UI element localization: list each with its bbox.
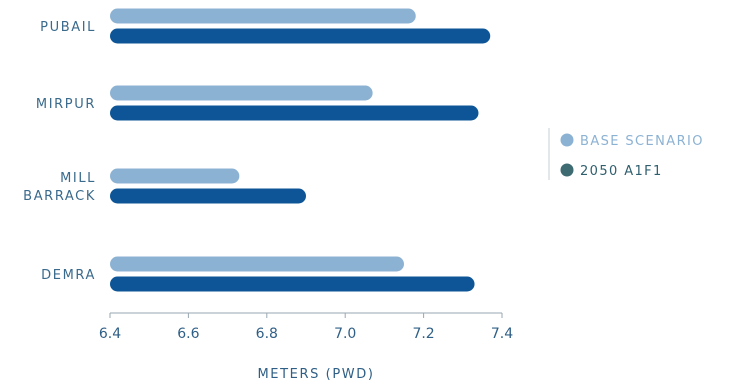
category-label: DEMRA <box>41 268 96 283</box>
legend-label-1: 2050 A1F1 <box>580 164 663 179</box>
legend-marker-1 <box>560 163 574 177</box>
x-axis-title: METERS (PWD) <box>257 367 374 382</box>
bar-0-1 <box>110 85 373 101</box>
x-axis-ticks: 6.4 6.6 6.8 7.0 7.2 7.4 <box>99 313 513 342</box>
category-label: BARRACK <box>23 189 96 204</box>
x-tick-label: 7.4 <box>491 326 513 342</box>
x-tick-label: 6.4 <box>99 326 121 342</box>
bar-0-3 <box>110 256 404 272</box>
category-label: MIRPUR <box>36 97 96 112</box>
bars-layer <box>110 8 491 292</box>
bar-1-0 <box>110 28 491 44</box>
category-label: PUBAIL <box>40 20 96 35</box>
bar-1-3 <box>110 276 475 292</box>
bar-1-1 <box>110 105 479 121</box>
legend: BASE SCENARIO 2050 A1F1 <box>560 133 704 179</box>
x-tick-label: 7.0 <box>334 326 356 342</box>
bar-1-2 <box>110 188 306 204</box>
legend-label-0: BASE SCENARIO <box>580 134 704 149</box>
category-label: MILL <box>60 171 96 186</box>
x-tick-label: 6.6 <box>177 326 199 342</box>
legend-marker-0 <box>560 133 574 147</box>
bar-0-2 <box>110 168 240 184</box>
category-labels: PUBAIL MIRPUR MILL BARRACK DEMRA <box>23 20 96 283</box>
bar-0-0 <box>110 8 416 24</box>
x-tick-label: 7.2 <box>412 326 434 342</box>
x-tick-label: 6.8 <box>256 326 278 342</box>
